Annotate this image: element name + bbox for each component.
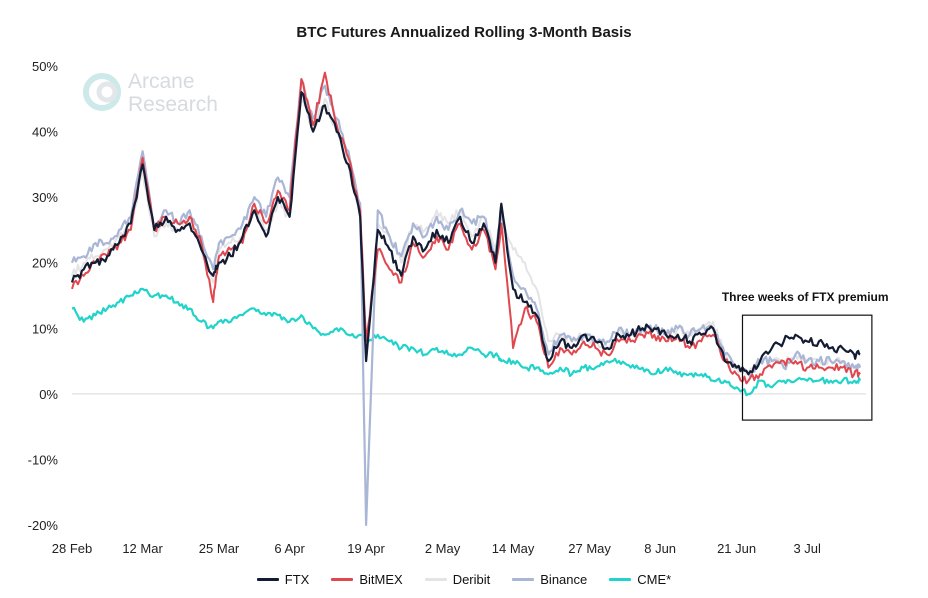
- x-tick-label: 28 Feb: [52, 541, 92, 556]
- logo-line-1: Arcane: [128, 70, 195, 93]
- y-tick-label: 50%: [32, 59, 58, 74]
- annotation-box: [741, 314, 873, 421]
- logo-text: Arcane Research: [128, 70, 218, 116]
- series-layer: [70, 71, 862, 527]
- legend-label: FTX: [284, 572, 310, 587]
- x-axis: 28 Feb 12 Mar 25 Mar 6 Apr 19 Apr 2 May 14 May…: [52, 541, 821, 556]
- legend-label: CME*: [637, 572, 672, 587]
- legend-item: Binance: [512, 572, 587, 587]
- series-line-cme: [71, 287, 862, 397]
- legend-label: BitMEX: [359, 572, 403, 587]
- y-tick-label: 20%: [32, 256, 58, 271]
- legend-item: BitMEX: [331, 572, 403, 587]
- legend-label: Binance: [540, 572, 588, 587]
- legend-swatch: [609, 578, 632, 581]
- x-tick-label: 21 Jun: [717, 541, 756, 556]
- logo-mark-icon: [83, 73, 121, 111]
- arcane-research-logo: Arcane Research: [80, 70, 240, 120]
- legend-item: FTX: [256, 572, 310, 587]
- x-tick-label: 19 Apr: [347, 541, 385, 556]
- y-tick-label: -10%: [28, 452, 59, 467]
- y-tick-label: -20%: [28, 518, 59, 533]
- y-axis: 50% 40% 30% 20% 10% 0% -10% -20%: [28, 59, 59, 533]
- y-tick-label: 0%: [39, 387, 58, 402]
- y-tick-label: 30%: [32, 190, 58, 205]
- legend-item: Deribit: [424, 572, 491, 587]
- legend-swatch: [512, 578, 535, 581]
- y-tick-label: 40%: [32, 125, 58, 140]
- series-line-bitmex: [71, 71, 861, 385]
- chart-title: BTC Futures Annualized Rolling 3-Month B…: [296, 24, 632, 41]
- x-tick-label: 6 Apr: [274, 541, 305, 556]
- annotation: Three weeks of FTX premium: [722, 290, 889, 421]
- legend-swatch: [256, 578, 279, 581]
- legend-swatch: [424, 578, 447, 581]
- logo-line-2: Research: [128, 93, 218, 116]
- series-line-ftx: [70, 91, 861, 376]
- chart-plot: 50% 40% 30% 20% 10% 0% -10% -20% 28 Feb 12 Mar 25…: [28, 59, 889, 556]
- x-tick-label: 8 Jun: [644, 541, 676, 556]
- x-tick-label: 12 Mar: [122, 541, 163, 556]
- annotation-text: Three weeks of FTX premium: [722, 290, 889, 304]
- x-tick-label: 3 Jul: [793, 541, 821, 556]
- series-line-binance: [70, 78, 862, 527]
- legend: FTX BitMEX Deribit Binance CME*: [0, 572, 928, 587]
- x-tick-label: 27 May: [568, 541, 611, 556]
- legend-item: CME*: [609, 572, 671, 587]
- legend-swatch: [331, 578, 354, 581]
- x-tick-label: 25 Mar: [199, 541, 240, 556]
- legend-label: Deribit: [452, 572, 491, 587]
- y-tick-label: 10%: [32, 321, 58, 336]
- x-tick-label: 2 May: [425, 541, 461, 556]
- x-tick-label: 14 May: [492, 541, 535, 556]
